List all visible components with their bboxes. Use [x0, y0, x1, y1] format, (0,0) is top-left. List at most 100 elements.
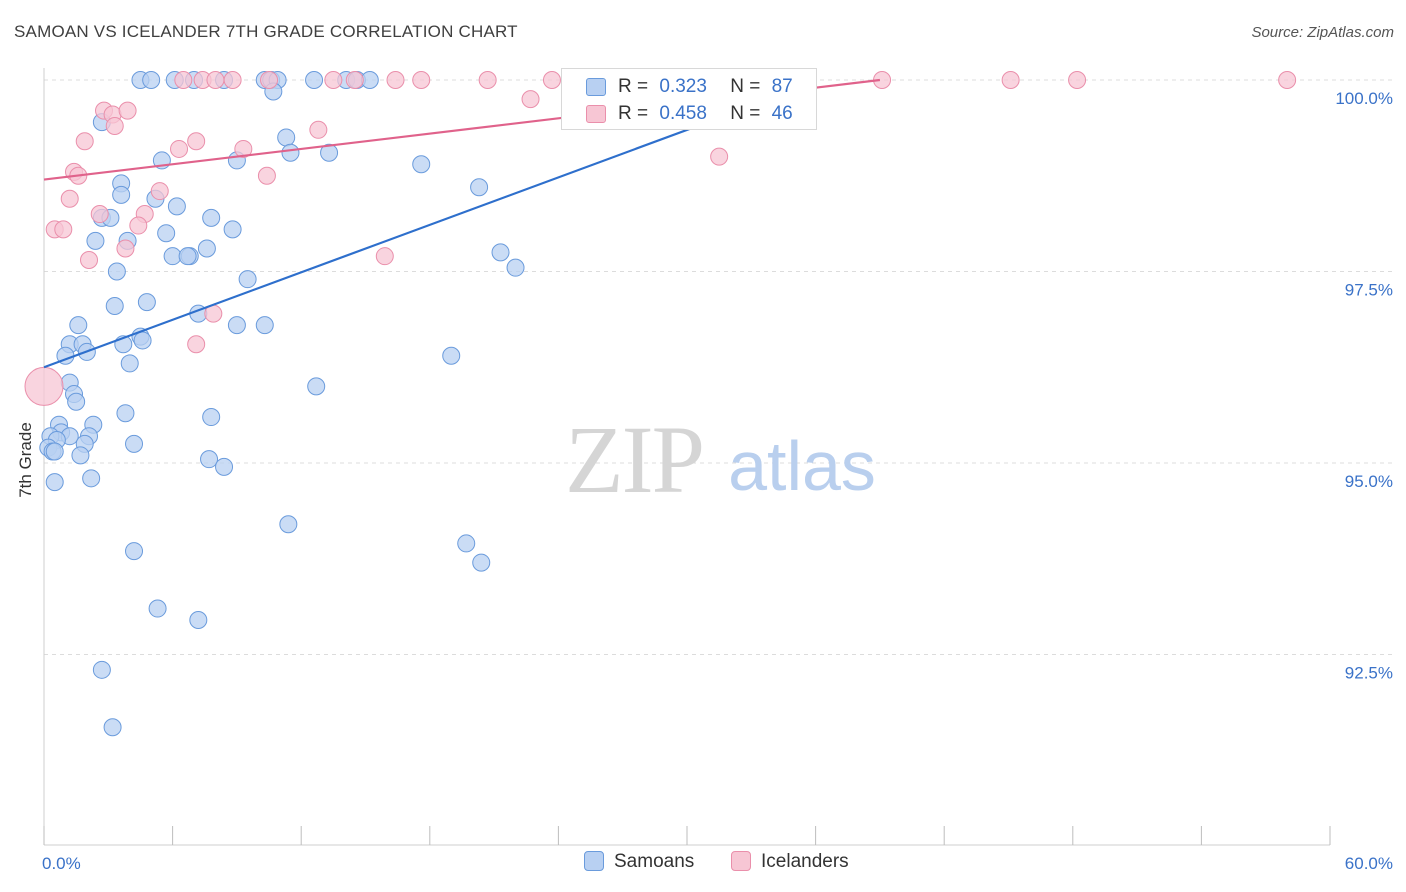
- samoans-point: [69, 316, 88, 335]
- samoans-point: [157, 224, 176, 243]
- source-credit: Source: ZipAtlas.com: [1251, 24, 1394, 41]
- samoans-point: [163, 247, 182, 266]
- icelanders-point: [80, 251, 99, 270]
- stats-legend: R = 0.323 N = 87 R = 0.458 N = 46: [561, 68, 817, 130]
- samoans-label: Samoans: [614, 851, 695, 872]
- series-layer: [24, 71, 1297, 737]
- samoans-point: [238, 270, 257, 289]
- samoans-point: [491, 243, 510, 262]
- icelanders-point: [345, 71, 364, 89]
- legend-swatch-pink: [586, 105, 606, 123]
- icelanders-point: [1068, 71, 1087, 89]
- icelanders-point: [129, 216, 148, 235]
- axis-layer: [43, 68, 1331, 846]
- samoans-point: [197, 239, 216, 258]
- legend-n-value: 46: [771, 103, 793, 124]
- legend-r-label: R =: [618, 103, 649, 124]
- icelanders-point: [1278, 71, 1297, 89]
- y-axis-label: 7th Grade: [16, 422, 35, 498]
- icelanders-point: [105, 116, 124, 135]
- grid-layer: [44, 79, 1396, 655]
- samoans-point: [227, 316, 246, 335]
- samoans-point: [200, 450, 219, 469]
- icelanders-point: [324, 71, 343, 89]
- bottom-legend-samoans[interactable]: Samoans: [584, 851, 694, 873]
- samoans-point: [105, 296, 124, 315]
- icelanders-point: [187, 335, 206, 354]
- y-tick-label: 92.5%: [1345, 664, 1393, 683]
- samoans-point: [412, 155, 431, 174]
- samoans-point: [457, 534, 476, 553]
- samoans-point: [223, 220, 242, 239]
- icelanders-label: Icelanders: [761, 851, 849, 872]
- icelanders-point: [234, 139, 253, 158]
- icelanders-point: [375, 247, 394, 266]
- samoans-swatch: [584, 851, 604, 871]
- samoans-point: [472, 553, 491, 572]
- chart-title: SAMOAN VS ICELANDER 7TH GRADE CORRELATIO…: [14, 22, 518, 41]
- samoans-point: [442, 346, 461, 365]
- y-tick-label: 100.0%: [1335, 89, 1393, 108]
- icelanders-point: [187, 132, 206, 151]
- samoans-point: [202, 208, 221, 227]
- icelanders-point: [150, 182, 169, 201]
- series-icelanders: [24, 71, 1297, 406]
- samoans-point: [202, 408, 221, 427]
- samoans-point: [167, 197, 186, 216]
- samoans-trend-line: [43, 124, 699, 369]
- samoans-point: [470, 178, 489, 197]
- samoans-point: [178, 247, 197, 266]
- y-tick-label: 95.0%: [1345, 472, 1393, 491]
- icelanders-point: [412, 71, 431, 89]
- samoans-point: [125, 542, 144, 561]
- samoans-point: [133, 331, 152, 350]
- legend-n-value: 87: [771, 76, 793, 97]
- icelanders-point: [90, 205, 109, 224]
- bottom-legend-icelanders[interactable]: Icelanders: [731, 851, 849, 873]
- icelanders-point: [542, 71, 561, 89]
- samoans-point: [255, 316, 274, 335]
- samoans-point: [215, 457, 234, 476]
- samoans-point: [137, 293, 156, 312]
- samoans-point: [277, 128, 296, 147]
- legend-r-value: 0.458: [659, 103, 707, 124]
- watermark-atlas: atlas: [728, 427, 876, 505]
- icelanders-point: [60, 189, 79, 208]
- icelanders-point: [1001, 71, 1020, 89]
- icelanders-point: [257, 166, 276, 185]
- icelanders-point: [116, 239, 135, 258]
- icelanders-point: [170, 139, 189, 158]
- icelanders-point: [206, 71, 225, 89]
- icelanders-point: [521, 90, 540, 109]
- legend-n-label: N =: [730, 103, 761, 124]
- samoans-point: [320, 143, 339, 162]
- samoans-point: [189, 611, 208, 630]
- x-tick-label-max: 60.0%: [1345, 854, 1393, 873]
- samoans-point: [112, 185, 131, 204]
- samoans-point: [71, 446, 90, 465]
- icelanders-point: [710, 147, 729, 166]
- samoans-point: [305, 71, 324, 89]
- icelanders-swatch: [731, 851, 751, 871]
- icelanders-point: [223, 71, 242, 89]
- legend-r-label: R =: [618, 76, 649, 97]
- icelanders-point: [174, 71, 193, 89]
- icelanders-point: [309, 120, 328, 139]
- icelanders-point: [24, 366, 64, 406]
- icelanders-point: [260, 71, 279, 89]
- samoans-point: [148, 599, 167, 618]
- samoans-point: [92, 660, 111, 679]
- watermark: ZIP atlas: [565, 406, 876, 513]
- samoans-point: [86, 231, 105, 250]
- samoans-point: [125, 434, 144, 453]
- samoans-point: [107, 262, 126, 281]
- legend-n-label: N =: [730, 76, 761, 97]
- samoans-point: [116, 404, 135, 423]
- icelanders-point: [478, 71, 497, 89]
- icelanders-point: [386, 71, 405, 89]
- samoans-point: [45, 442, 64, 461]
- samoans-point: [120, 354, 139, 373]
- samoans-point: [45, 473, 64, 492]
- legend-r-value: 0.323: [659, 76, 707, 97]
